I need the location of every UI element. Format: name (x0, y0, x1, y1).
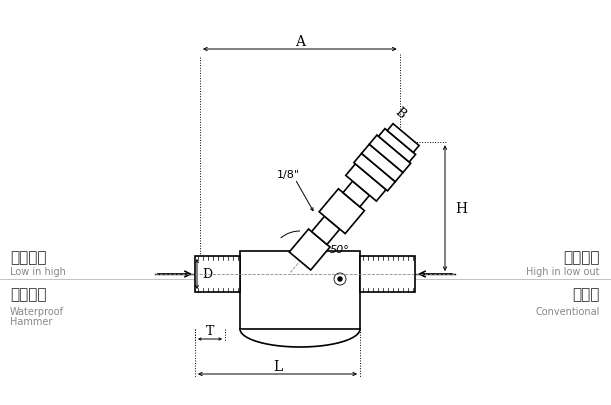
Circle shape (338, 277, 342, 281)
Text: Waterproof: Waterproof (10, 306, 64, 316)
Polygon shape (343, 182, 370, 207)
Polygon shape (289, 230, 330, 270)
Polygon shape (240, 252, 360, 329)
Polygon shape (387, 124, 419, 153)
Text: Hammer: Hammer (10, 316, 53, 326)
Text: B: B (393, 105, 408, 121)
Text: 低进高出: 低进高出 (10, 250, 46, 265)
Text: 常规型: 常规型 (573, 287, 600, 302)
Polygon shape (369, 136, 411, 173)
Text: 1/8": 1/8" (276, 170, 299, 179)
Bar (360, 256, 415, 292)
Text: 高进低出: 高进低出 (563, 250, 600, 265)
Polygon shape (354, 154, 395, 192)
Text: Conventional: Conventional (536, 306, 600, 316)
Text: L: L (273, 359, 282, 373)
Polygon shape (362, 145, 403, 182)
Polygon shape (319, 189, 364, 234)
Text: High in low out: High in low out (527, 266, 600, 276)
Text: H: H (455, 202, 467, 215)
Polygon shape (312, 217, 340, 245)
Polygon shape (346, 164, 386, 202)
Text: D: D (202, 268, 212, 281)
Text: T: T (206, 325, 214, 338)
Circle shape (334, 273, 346, 285)
Text: 50°: 50° (330, 244, 350, 254)
Bar (195, 256, 240, 292)
Text: A: A (295, 35, 305, 49)
Text: Low in high: Low in high (10, 266, 66, 276)
Text: 防水锤型: 防水锤型 (10, 287, 46, 302)
Polygon shape (379, 129, 415, 163)
